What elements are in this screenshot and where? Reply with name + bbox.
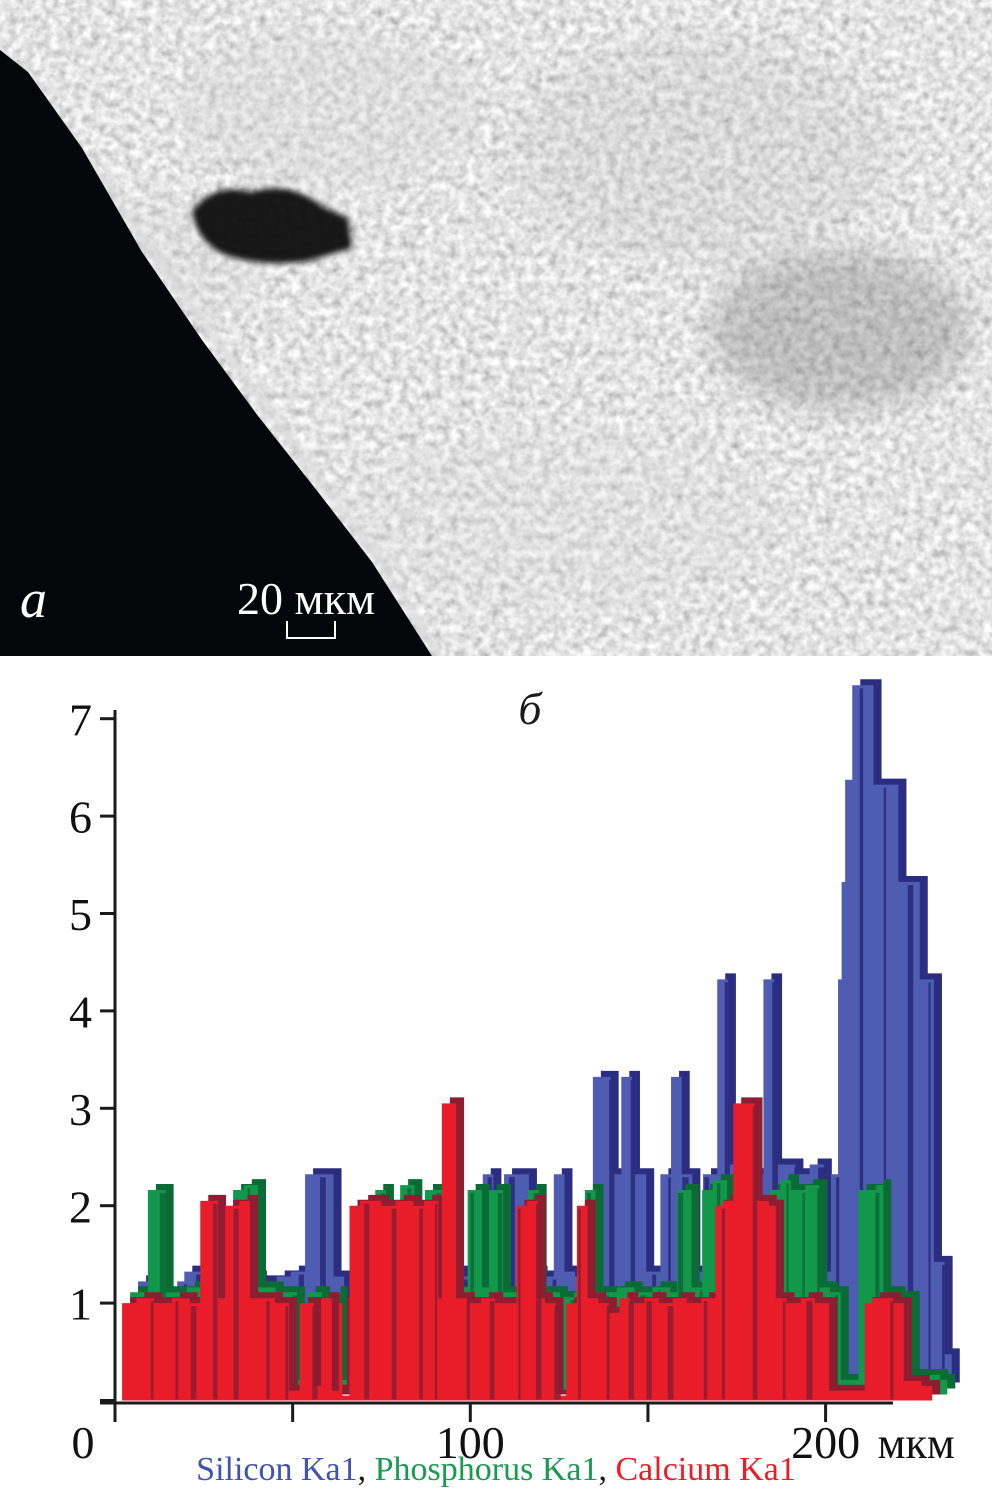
line-scan-chart: 1 2 3 4 5 6 7 0 100 200 мкм	[69, 679, 960, 1468]
series-Si-facet	[772, 982, 778, 1388]
series-Ca-front-face	[122, 1103, 933, 1401]
series-Ca-facet	[890, 1301, 894, 1400]
series-Ca-facet	[554, 1306, 561, 1400]
series-Si-facet	[942, 1264, 945, 1388]
series-Ca-facet	[578, 1208, 581, 1400]
x-axis-unit: мкм	[878, 1419, 955, 1468]
series-Si-facet	[907, 885, 914, 1388]
sem-shadow-region	[710, 250, 970, 410]
series-Ca-facet	[703, 1301, 708, 1400]
series-Ca-facet	[266, 1301, 270, 1400]
scale-bar	[286, 621, 336, 639]
series-P-facet	[786, 1183, 789, 1394]
series-Ca-facet	[518, 1208, 521, 1400]
series-P-facet	[677, 1192, 684, 1394]
y-tick-label: 6	[69, 792, 92, 843]
series-Ca-facet	[212, 1203, 218, 1400]
series-Si-facet	[630, 1079, 636, 1388]
series-Ca-facet	[752, 1106, 758, 1400]
chart-title: б	[518, 683, 542, 734]
x-tick-label: 200	[791, 1417, 860, 1468]
series-Ca-facet	[150, 1301, 154, 1400]
series-Si-facet	[609, 1079, 615, 1388]
series-P-facet	[159, 1192, 166, 1394]
series-Ca-facet	[419, 1208, 423, 1400]
series-Ca-facet	[535, 1203, 542, 1400]
sem-bright-flake	[180, 30, 480, 190]
chart-legend: Silicon Ka1, Phosphorus Ka1, Calcium Ka1	[0, 1450, 992, 1491]
series-Si-facet	[883, 787, 887, 1388]
series-Ca-facet	[364, 1203, 370, 1400]
chart-panel: б 1 2 3 4 5 6 7 0 100 200 мкм Silicon Ka1, Phospho…	[0, 656, 992, 1496]
series-Ca-facet	[606, 1306, 610, 1400]
series-Ca-facet	[312, 1306, 318, 1400]
panel-a-label: a	[20, 569, 47, 629]
y-tick-label: 5	[69, 889, 92, 940]
sem-bright-region	[510, 40, 890, 260]
series-Ca-facet	[466, 1301, 471, 1400]
series-Ca-facet	[175, 1301, 179, 1400]
series-Ca-facet	[646, 1301, 652, 1400]
series-Ca-facet	[806, 1301, 813, 1400]
y-tick-label: 7	[69, 694, 92, 745]
x-tick-label: 0	[72, 1417, 95, 1468]
series-Ca-facet	[434, 1203, 438, 1400]
series-P-facet	[817, 1188, 820, 1394]
series-P-facet	[875, 1192, 880, 1394]
series-Si-facet	[928, 982, 931, 1388]
series-Ca-facet	[391, 1208, 397, 1400]
y-tick-label: 3	[69, 1084, 92, 1135]
y-tick-label: 4	[69, 986, 92, 1037]
legend-item-P: Phosphorus Ka1	[374, 1451, 599, 1488]
y-tick-label: 1	[69, 1279, 92, 1330]
legend-item-Ca: Calcium Ka1	[615, 1451, 796, 1488]
series-Ca-facet	[667, 1306, 674, 1400]
series-Si-facet	[320, 1177, 326, 1388]
sem-ridge-highlight	[340, 430, 780, 610]
x-tick-label: 100	[436, 1417, 505, 1468]
legend-separator: ,	[598, 1451, 616, 1488]
series-Si-facet	[508, 1177, 515, 1388]
sem-cavity	[192, 188, 352, 264]
series-Ca-facet	[190, 1306, 197, 1400]
series-Si-facet	[859, 688, 864, 1388]
sem-micrograph	[0, 0, 992, 656]
scale-bar-label: 20 мкм	[237, 573, 376, 624]
sem-black-background	[0, 50, 432, 656]
series-Ca	[122, 1097, 941, 1401]
y-tick-label: 2	[69, 1181, 92, 1232]
series-Ca-facet	[233, 1208, 239, 1400]
legend-separator: ,	[357, 1451, 375, 1488]
series-P-facet	[802, 1192, 805, 1394]
series-Ca-facet	[782, 1301, 786, 1400]
sem-panel: a 20 мкм	[0, 0, 992, 656]
legend-item-Si: Silicon Ka1	[196, 1451, 358, 1488]
series-Ca-facet	[285, 1306, 289, 1400]
series-Ca-facet	[628, 1301, 634, 1400]
series-Ca-facet	[489, 1301, 495, 1400]
series-Ca-facet	[721, 1208, 725, 1400]
